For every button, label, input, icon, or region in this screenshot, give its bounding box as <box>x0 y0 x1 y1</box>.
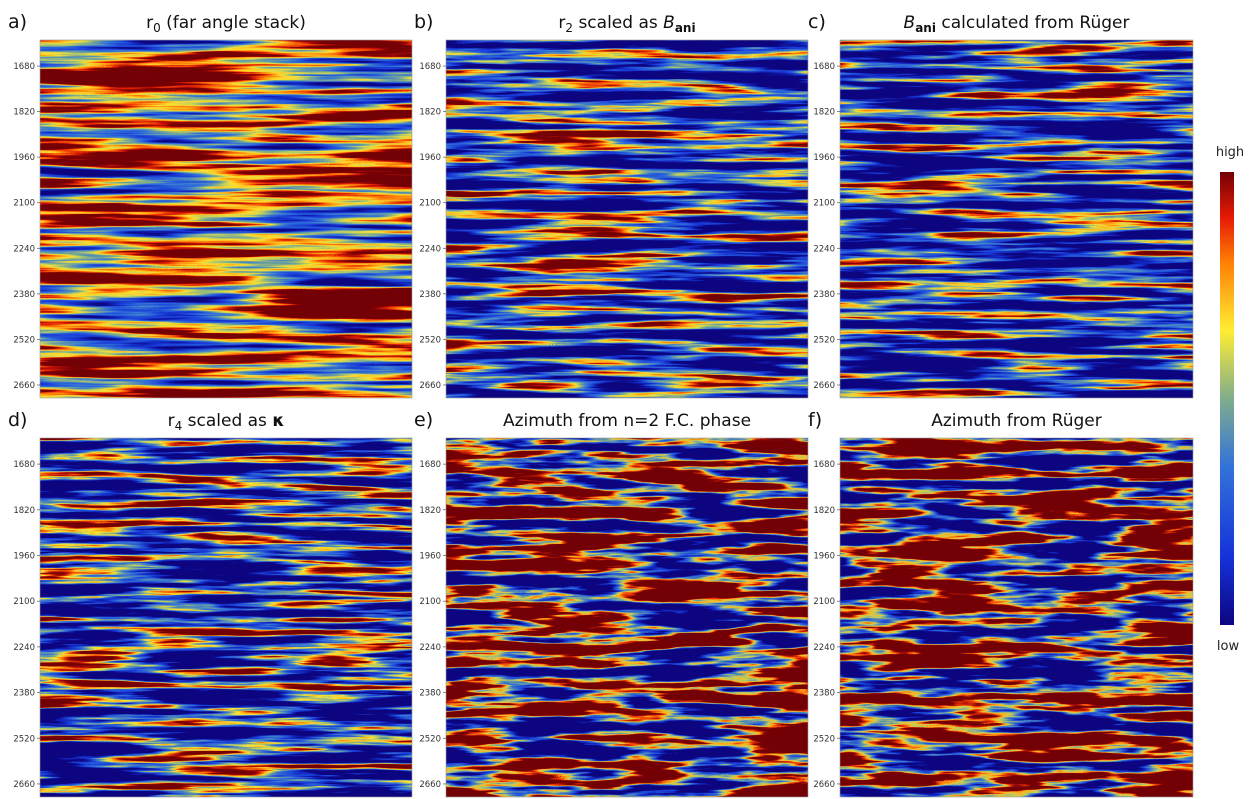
panel-title: Azimuth from n=2 F.C. phase <box>503 411 751 431</box>
title-part: B <box>904 13 916 33</box>
figure: a)r0 (far angle stack)168018201960210022… <box>0 0 1251 799</box>
panel-title: r4 scaled as κ <box>168 411 285 433</box>
y-tick-label: 2380 <box>419 689 441 699</box>
title-part: κ <box>272 411 284 431</box>
title-part: ani <box>675 21 696 35</box>
panel-title: r2 scaled as Bani <box>558 13 695 35</box>
y-tick-label: 2240 <box>813 244 835 254</box>
seismic-section <box>840 438 1193 797</box>
y-tick-label: 1820 <box>13 506 35 516</box>
y-tick-label: 1680 <box>813 460 835 470</box>
y-tick-label: 2100 <box>419 597 441 607</box>
y-tick-label: 1960 <box>813 153 835 163</box>
title-part: Azimuth from Rüger <box>931 411 1101 431</box>
colorbar-high: high <box>1216 145 1244 160</box>
seismic-section <box>446 438 808 797</box>
y-tick-label: 2100 <box>13 199 35 209</box>
title-part: r <box>558 13 565 33</box>
title-part: Azimuth from n=2 F.C. phase <box>503 411 751 431</box>
y-tick-label: 2660 <box>419 381 441 391</box>
panel-title: Bani calculated from Rüger <box>904 13 1130 35</box>
title-part: r <box>168 411 175 431</box>
y-tick-label: 1680 <box>419 62 441 72</box>
y-tick-label: 2660 <box>13 780 35 790</box>
y-tick-label: 1960 <box>813 551 835 561</box>
title-part: scaled as <box>573 13 663 33</box>
panel-label: c) <box>808 11 826 33</box>
seismic-section <box>40 40 412 398</box>
y-tick-label: 2520 <box>13 335 35 345</box>
y-tick-label: 2380 <box>13 689 35 699</box>
title-part: 4 <box>175 419 183 433</box>
y-tick-label: 2520 <box>813 335 835 345</box>
y-tick-label: 1680 <box>419 460 441 470</box>
title-part: 0 <box>153 21 161 35</box>
title-part: ani <box>915 21 936 35</box>
y-tick-label: 2660 <box>813 381 835 391</box>
seismic-section <box>840 40 1193 398</box>
y-tick-label: 1680 <box>813 62 835 72</box>
y-tick-label: 2100 <box>419 199 441 209</box>
title-part: B <box>663 13 675 33</box>
y-tick-label: 2660 <box>813 780 835 790</box>
panel-label: e) <box>414 409 433 431</box>
y-tick-label: 2240 <box>813 643 835 653</box>
panel-label: f) <box>808 409 822 431</box>
colorbar <box>1220 172 1234 625</box>
y-tick-label: 1820 <box>813 108 835 118</box>
y-tick-label: 2100 <box>13 597 35 607</box>
y-tick-label: 2380 <box>13 290 35 300</box>
y-tick-label: 1820 <box>419 506 441 516</box>
y-tick-label: 2380 <box>813 290 835 300</box>
colorbar-low: low <box>1217 639 1240 654</box>
y-tick-label: 1680 <box>13 62 35 72</box>
panel-label: d) <box>8 409 27 431</box>
title-part: r <box>146 13 153 33</box>
seismic-section <box>40 438 412 797</box>
y-tick-label: 2660 <box>419 780 441 790</box>
seismic-section <box>446 40 808 398</box>
y-tick-label: 1960 <box>419 551 441 561</box>
y-tick-label: 2240 <box>13 643 35 653</box>
y-tick-label: 2520 <box>419 335 441 345</box>
y-tick-label: 1820 <box>419 108 441 118</box>
panel-label: a) <box>8 11 27 33</box>
y-tick-label: 2240 <box>419 244 441 254</box>
y-tick-label: 2240 <box>419 643 441 653</box>
y-tick-label: 2380 <box>813 689 835 699</box>
y-tick-label: 2100 <box>813 597 835 607</box>
y-tick-label: 2380 <box>419 290 441 300</box>
panel-title: Azimuth from Rüger <box>931 411 1101 431</box>
title-part: calculated from Rüger <box>936 13 1130 33</box>
y-tick-label: 2520 <box>419 734 441 744</box>
y-tick-label: 1960 <box>419 153 441 163</box>
y-tick-label: 2100 <box>813 199 835 209</box>
y-tick-label: 1960 <box>13 153 35 163</box>
y-tick-label: 1960 <box>13 551 35 561</box>
y-tick-label: 1680 <box>13 460 35 470</box>
title-part: (far angle stack) <box>161 13 306 33</box>
y-tick-label: 1820 <box>13 108 35 118</box>
y-tick-label: 2520 <box>813 734 835 744</box>
panel-label: b) <box>414 11 433 33</box>
title-part: 2 <box>565 21 573 35</box>
y-tick-label: 2660 <box>13 381 35 391</box>
y-tick-label: 1820 <box>813 506 835 516</box>
y-tick-label: 2520 <box>13 734 35 744</box>
title-part: scaled as <box>182 411 272 431</box>
panel-title: r0 (far angle stack) <box>146 13 306 35</box>
y-tick-label: 2240 <box>13 244 35 254</box>
